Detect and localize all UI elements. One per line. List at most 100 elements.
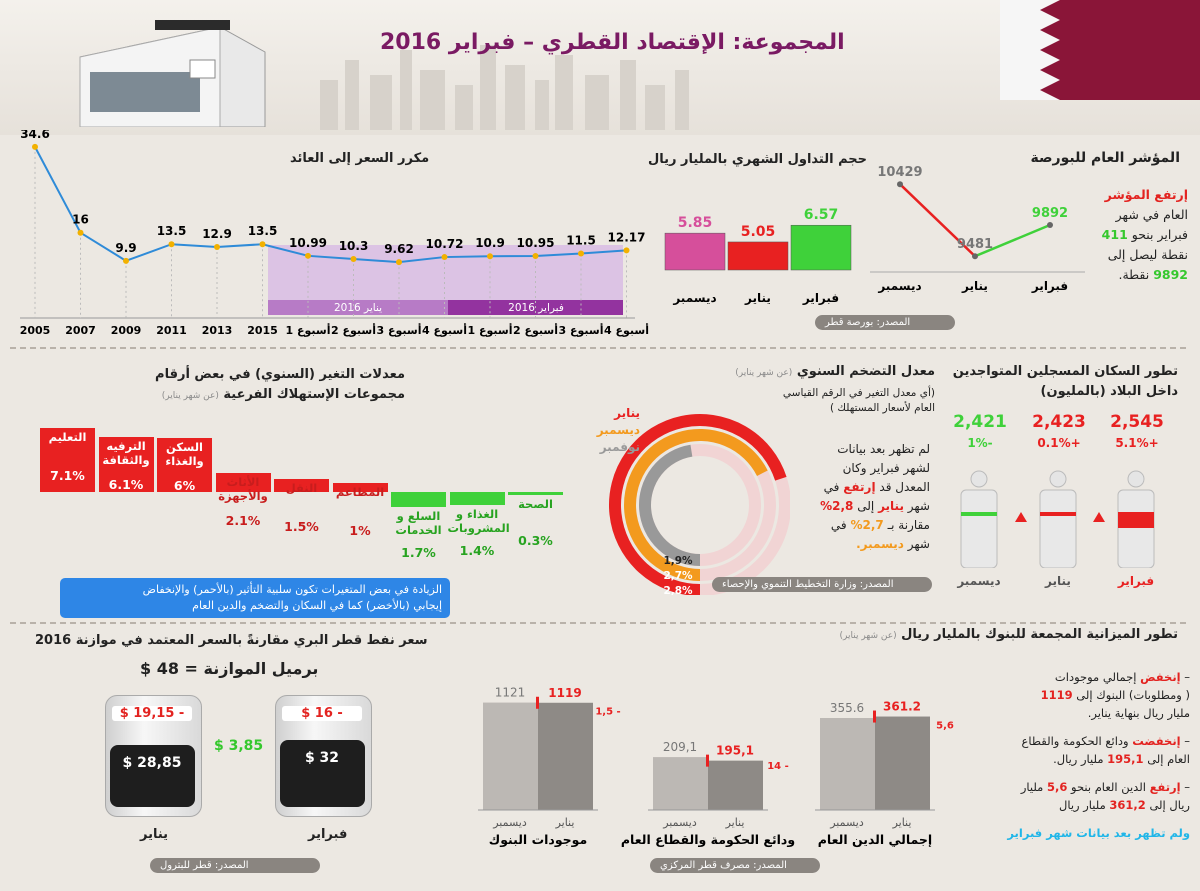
pe-value-label: 10.9: [475, 236, 505, 250]
person-band: [961, 512, 997, 516]
pe-title: مكرر السعر إلى العائد: [290, 151, 430, 166]
pe-x-label: 2013: [202, 324, 233, 337]
pe-point: [32, 143, 38, 150]
barrel-feb-diff: $ 16 -: [282, 706, 362, 721]
group-bar: [274, 478, 329, 492]
bank-dec-label: 1121: [495, 686, 526, 700]
oil-source: المصدر: قطر للبترول: [150, 858, 320, 873]
person-band: [1040, 512, 1076, 516]
population-title-2: داخل البلاد (بالمليون): [1040, 384, 1178, 399]
trading-bar: [727, 241, 789, 271]
group-value: 1%: [349, 523, 371, 538]
bank-change-tick: [536, 696, 539, 709]
group-value: 6%: [173, 478, 196, 493]
pe-value-label: 12.17: [608, 230, 646, 244]
bt1-4: مليار ريال بنهاية يناير.: [1087, 706, 1190, 720]
pe-point: [532, 253, 539, 259]
pe-band-jan: [268, 300, 448, 315]
pe-value-label: 9.9: [115, 241, 136, 255]
bt3-1: الدين العام بنحو: [1071, 780, 1146, 794]
groups-note: الزيادة في بعض المتغيرات تكون سلبية التأ…: [60, 578, 450, 618]
group-name: السكن والغذاء: [165, 440, 204, 468]
group-bar: [449, 492, 505, 505]
group-bar: [157, 438, 212, 492]
bt2-1: ودائع الحكومة والقطاع: [1021, 734, 1129, 748]
inflation-legend: نوفمبر: [599, 440, 640, 455]
pe-x-label: أسبوع 4: [604, 323, 649, 337]
bank-month-label: يناير: [725, 816, 745, 829]
population-value: 2,423: [1032, 412, 1086, 432]
pe-x-label: أسبوع 1: [468, 323, 513, 337]
index-segment: [974, 223, 1051, 258]
bank-change-label: 1,5 -: [595, 707, 620, 718]
barrel-jan-label: يناير: [140, 827, 169, 842]
trading-bar: [790, 224, 852, 271]
person-icon: [1114, 470, 1158, 569]
bt3-5: 361,2: [1109, 798, 1146, 812]
banks-text-block-3: – إرتفع الدين العام بنحو 5,6 مليار ريال …: [1020, 780, 1190, 812]
bank-bar-dec: [653, 757, 708, 810]
inf-p7: إلى: [857, 499, 875, 513]
pe-point: [305, 252, 311, 259]
group-bar: [508, 492, 563, 495]
bt1-3: 1119: [1040, 688, 1073, 702]
pe-point: [214, 244, 220, 250]
barrel-jan-price: $ 28,85: [122, 755, 182, 771]
bank-bar-dec: [483, 702, 538, 810]
index-point: [972, 253, 978, 260]
pe-value-label: 34.6: [20, 130, 50, 141]
inf-p10: 2,7%: [850, 518, 884, 532]
inflation-title: معدل التضخم السنوي (عن شهر يناير): [735, 364, 935, 380]
index-text-p1: العام في شهر: [1115, 207, 1188, 222]
bt1-1: إجمالي موجودات: [1054, 670, 1137, 684]
person-svg: [1039, 470, 1077, 569]
group-value: 6.1%: [108, 477, 144, 493]
qatar-flag: [1000, 0, 1200, 100]
population-change: 0.1%+: [1037, 436, 1081, 450]
index-text-p5: 9892: [1153, 267, 1188, 282]
bt2-3: 195,1: [1107, 752, 1144, 766]
trading-value-label: 5.85: [678, 215, 713, 231]
index-text-p2: فبراير بنحو: [1131, 227, 1188, 242]
bt1-0: إنخفض: [1140, 670, 1181, 684]
divider-2: [10, 622, 1190, 624]
index-segment: [899, 183, 976, 258]
inflation-title-text: معدل التضخم السنوي: [796, 364, 935, 379]
group-value: 0.3%: [518, 532, 553, 548]
group-value: 7.1%: [50, 468, 85, 484]
banks-text-block-2: – إنخفضت ودائع الحكومة والقطاع العام إلى…: [1021, 734, 1190, 766]
inflation-chart: 2,8% 2,7% 1,9% يناير ديسمبر نوفمبر: [596, 406, 790, 595]
group-value: 1.4%: [459, 542, 495, 558]
bt3-3: مليار: [1020, 780, 1044, 794]
pe-x-label: أسبوع 3: [377, 323, 422, 337]
bank-group-name: ودائع الحكومة والقطاع العام: [621, 832, 795, 848]
population-change: 5.1%+: [1115, 436, 1159, 450]
pe-value-label: 10.72: [426, 237, 464, 251]
pe-point: [487, 253, 493, 260]
inflation-ring: [624, 429, 768, 581]
inflation-ring: [639, 444, 701, 566]
pe-value-label: 10.95: [517, 236, 555, 250]
banks-source: المصدر: مصرف قطر المركزي: [650, 858, 820, 873]
pe-value-label: 12.9: [202, 227, 232, 241]
divider-1: [10, 347, 1190, 349]
inflation-subtitle: (عن شهر يناير): [735, 368, 793, 378]
bank-jan-label: 1119: [548, 686, 581, 700]
pe-value-label: 13.5: [248, 224, 278, 238]
index-x-label: فبراير: [1031, 279, 1068, 293]
pe-x-label: أسبوع 2: [331, 323, 376, 337]
population-value: 2,545: [1110, 412, 1164, 432]
person-head: [970, 470, 988, 488]
group-name: الأثاث والأجهزة: [218, 475, 268, 504]
inflation-legend: يناير: [613, 406, 640, 420]
pe-point: [441, 254, 448, 261]
inf-p1: لشهر فبراير وكان: [842, 461, 930, 475]
person-icon: [1036, 470, 1080, 569]
inf-p12: شهر: [907, 537, 930, 551]
person-svg: [1117, 470, 1155, 569]
pe-value-label: 16: [72, 213, 89, 227]
groups-title-2-text: مجموعات الإستهلاك الفرعية: [223, 387, 405, 402]
bank-month-label: ديسمبر: [662, 816, 697, 829]
group-value: 1.7%: [401, 545, 436, 561]
person-body: [960, 489, 998, 569]
